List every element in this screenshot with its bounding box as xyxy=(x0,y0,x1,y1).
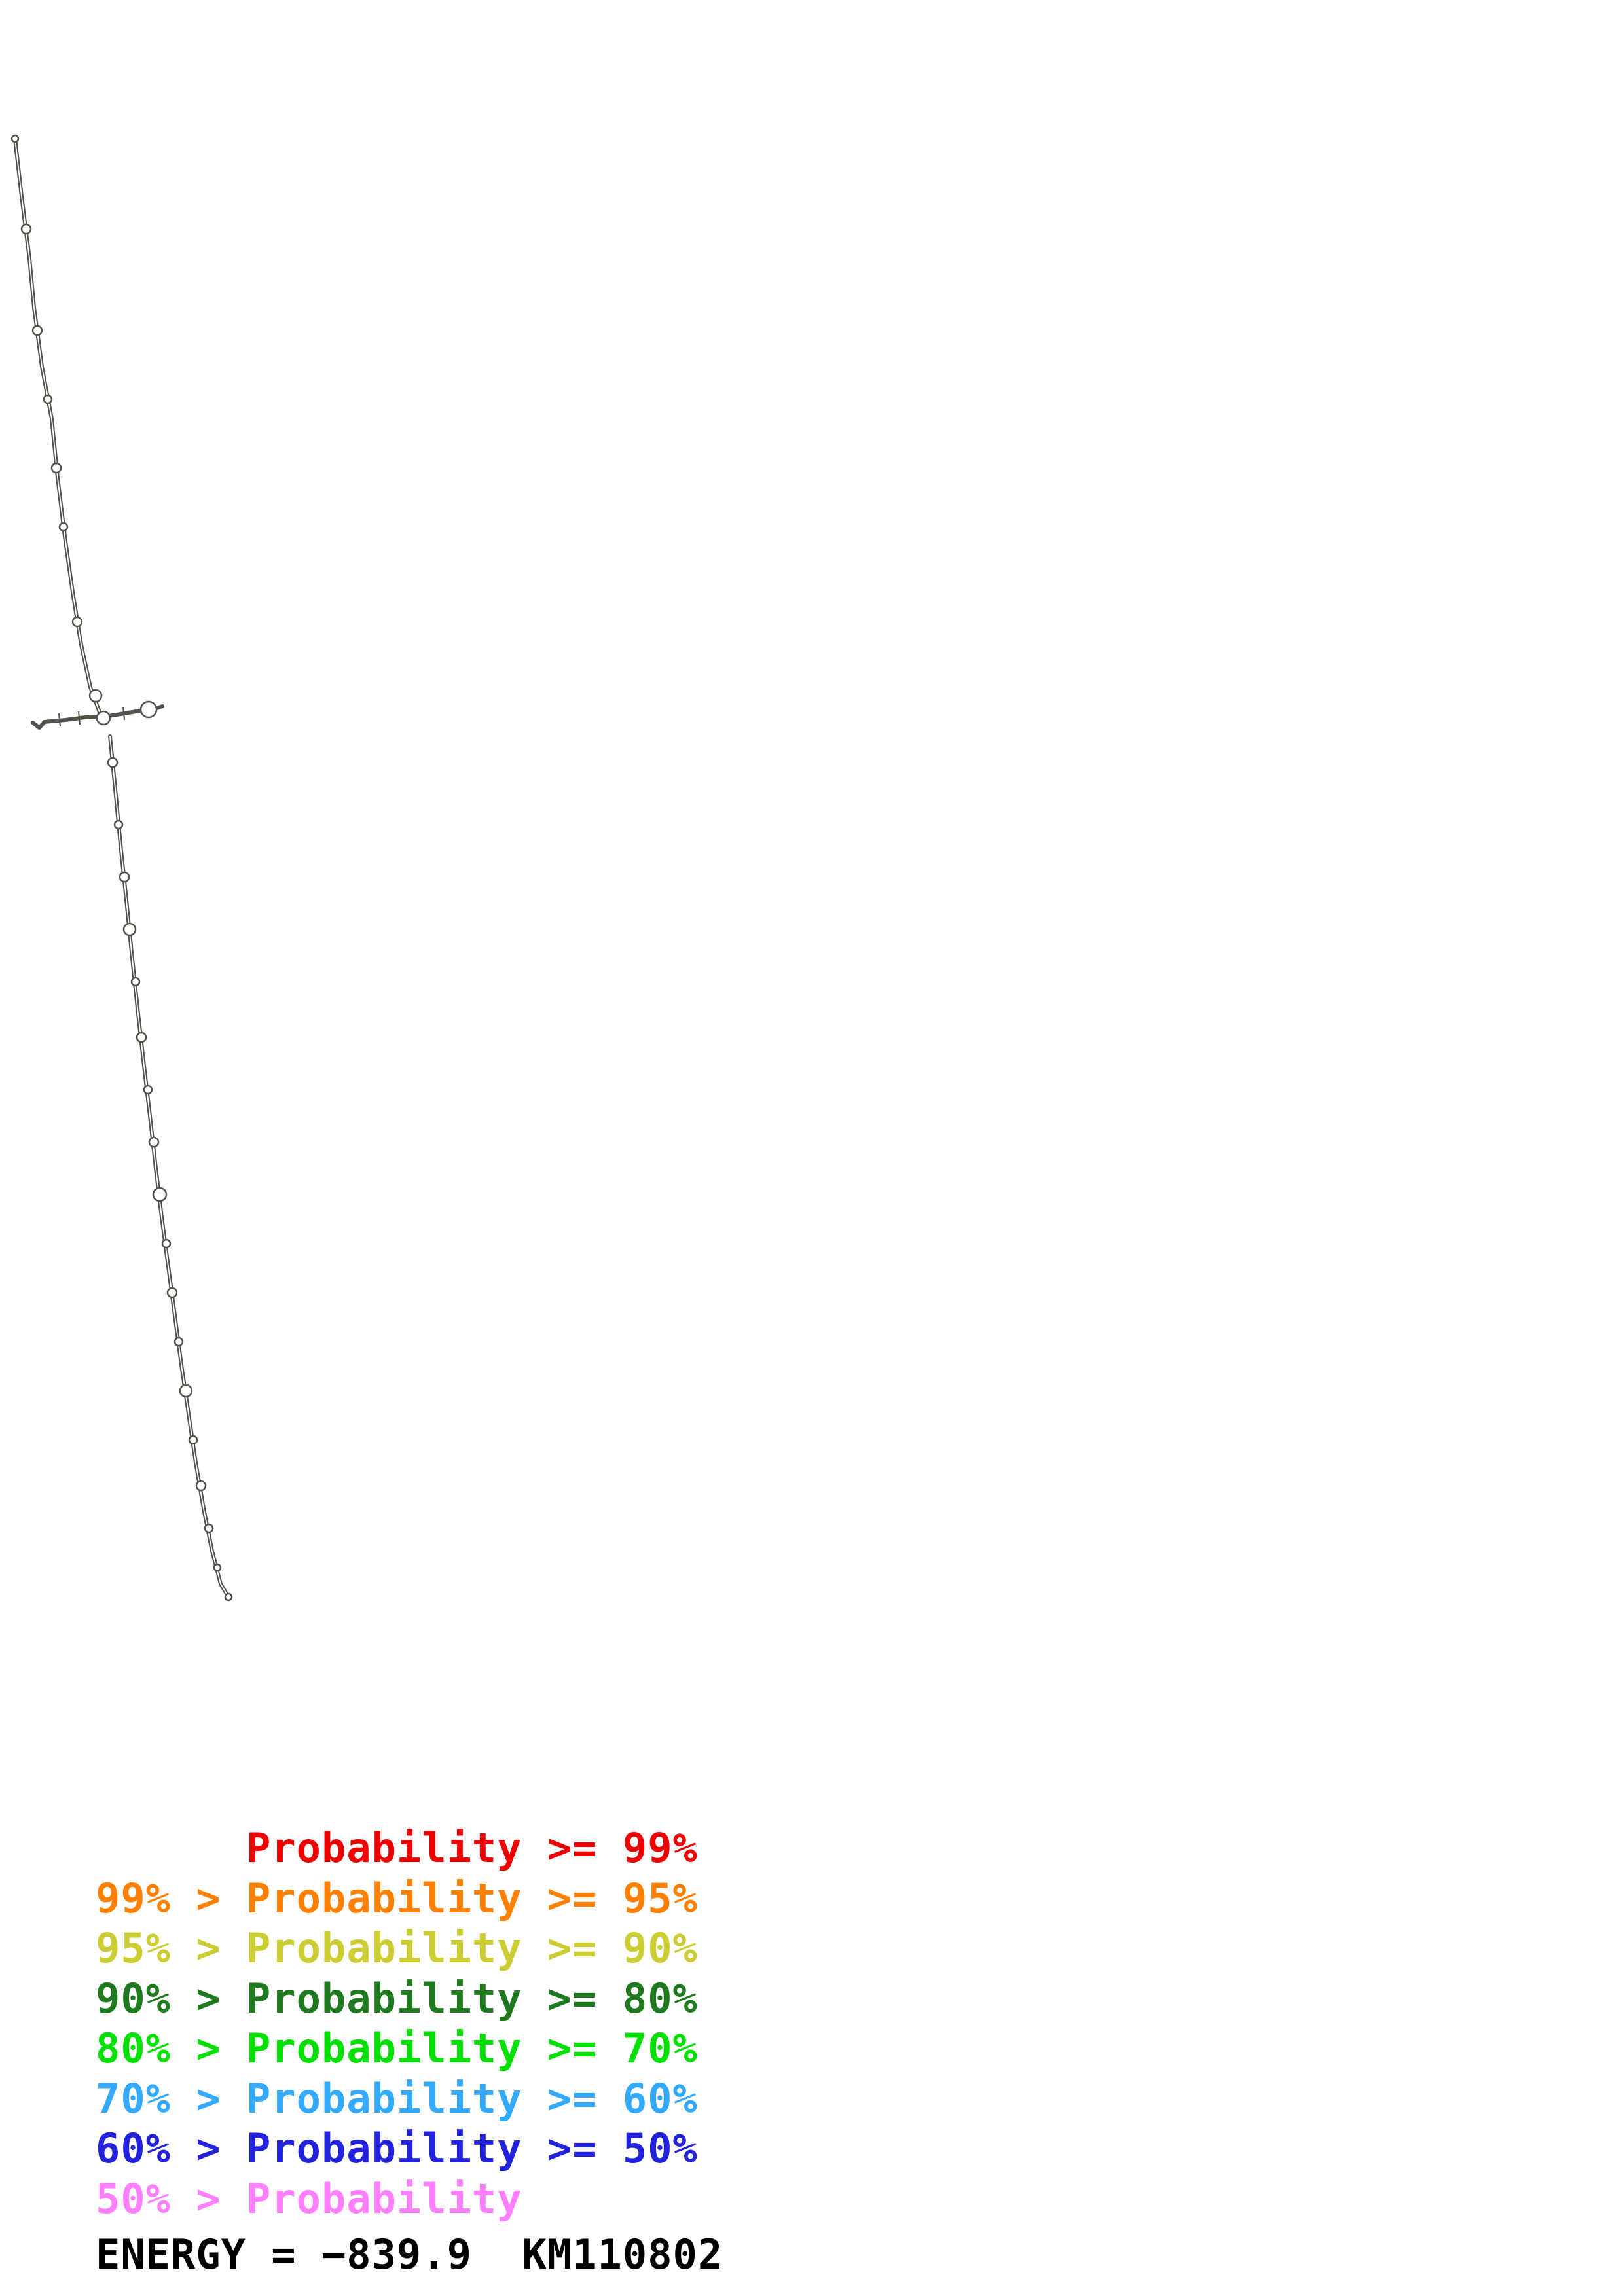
interior-loop xyxy=(58,522,69,532)
legend-item-50-60: 60% > Probability >= 50% xyxy=(96,2125,698,2172)
interior-loop xyxy=(152,1187,168,1202)
legend-item-below-50: 50% > Probability xyxy=(96,2174,522,2223)
interior-loop xyxy=(130,977,141,987)
interior-loop xyxy=(50,462,62,474)
interior-loop xyxy=(204,1523,214,1534)
backbone-lower-core xyxy=(109,736,229,1598)
interior-loop xyxy=(188,1435,198,1445)
legend-item-80-90: 90% > Probability >= 80% xyxy=(96,1974,698,2022)
interior-loop xyxy=(136,1031,147,1043)
interior-loop xyxy=(161,1238,172,1249)
interior-loop xyxy=(31,325,43,336)
energy-label: ENERGY = −839.9 KM110802 xyxy=(96,2231,723,2278)
junction-loop xyxy=(96,710,111,726)
interior-loop xyxy=(107,757,119,768)
branch-arm-path xyxy=(31,709,142,730)
junction-tick xyxy=(78,711,81,725)
legend-item-90-95: 95% > Probability >= 90% xyxy=(96,1924,698,1972)
interior-loop xyxy=(43,394,53,404)
legend-item-70-80: 80% > Probability >= 70% xyxy=(96,2024,698,2072)
interior-loop xyxy=(88,689,103,703)
interior-loop xyxy=(213,1563,222,1572)
interior-loop xyxy=(224,1592,233,1602)
legend-item-60-70: 70% > Probability >= 60% xyxy=(96,2074,698,2123)
backbone-lower-path xyxy=(108,734,230,1599)
interior-loop xyxy=(179,1384,193,1398)
branch-loop xyxy=(139,700,158,719)
interior-loop xyxy=(71,616,83,628)
interior-loop xyxy=(122,922,137,937)
legend-item-95-99: 99% > Probability >= 95% xyxy=(96,1874,698,1922)
interior-loop xyxy=(20,223,32,235)
interior-loop xyxy=(10,134,20,143)
legend-item-99: Probability >= 99% xyxy=(96,1824,698,1872)
interior-loop xyxy=(143,1085,153,1095)
interior-loop xyxy=(113,819,124,830)
interior-loop xyxy=(119,871,130,883)
junction-tick xyxy=(58,713,61,727)
interior-loop xyxy=(148,1136,160,1148)
interior-loop xyxy=(173,1336,184,1347)
probability-legend: Probability >= 99% 99% > Probability >= … xyxy=(96,1823,698,2224)
interior-loop xyxy=(195,1480,207,1492)
backbone-upper-core xyxy=(14,138,100,713)
branch-arm-right-path xyxy=(155,704,164,710)
junction-tick xyxy=(122,706,125,721)
interior-loop xyxy=(166,1287,178,1299)
